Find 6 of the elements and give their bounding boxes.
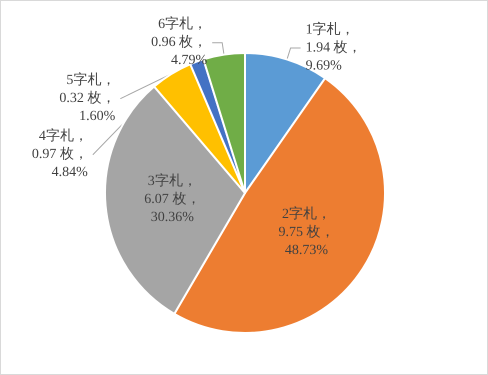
slice-label: 6字札， 0.96 枚， 4.79% (151, 16, 208, 68)
slice-label: 5字札， 0.32 枚， 1.60% (59, 72, 116, 124)
slice-label: 3字札， 6.07 枚， 30.36% (144, 172, 200, 225)
slice-label: 1字札， 1.94 枚， 9.69% (306, 21, 362, 74)
slice-label: 4字札， 0.97 枚， 4.84% (32, 128, 88, 180)
slice-label: 2字札， 9.75 枚， 48.73% (278, 206, 334, 258)
